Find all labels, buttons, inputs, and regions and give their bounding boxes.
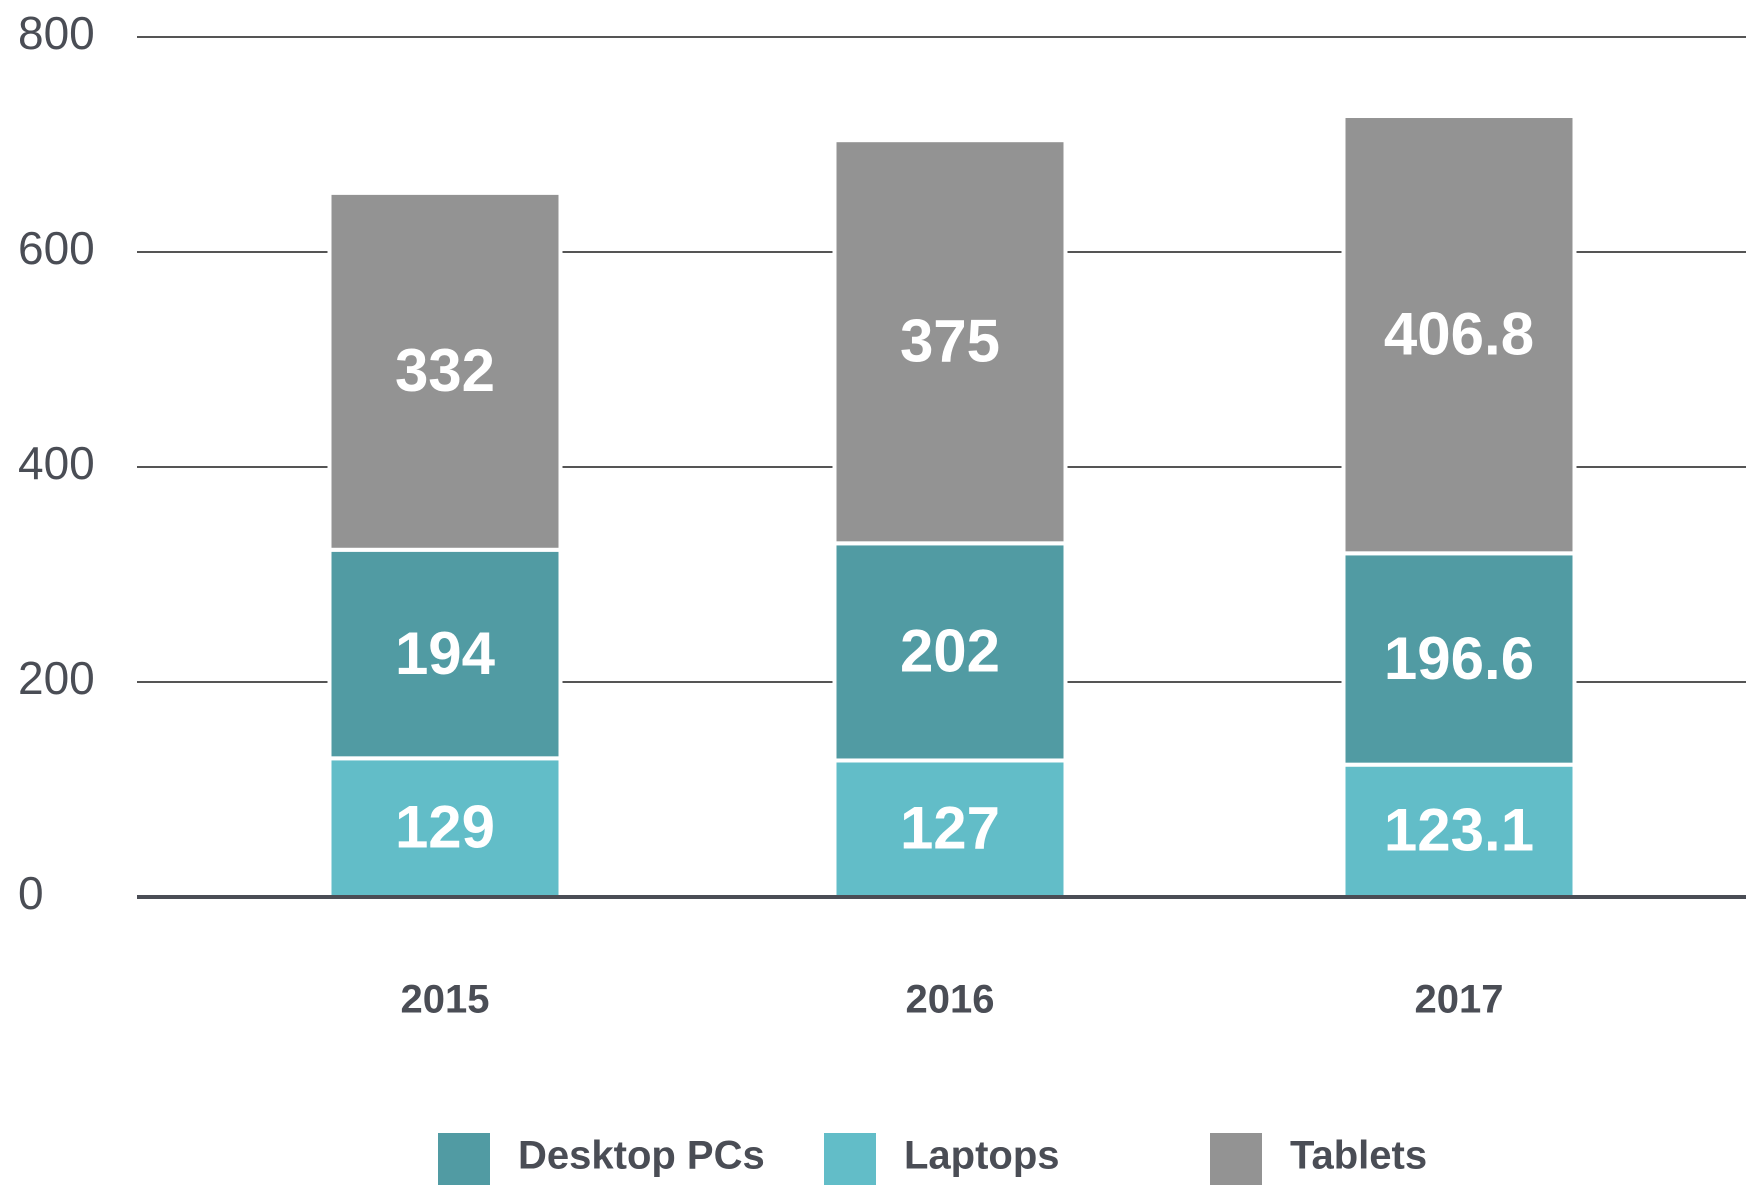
value-label: 129 (395, 794, 495, 861)
x-tick-label: 2015 (401, 978, 490, 1022)
legend-swatch (824, 1133, 876, 1185)
x-tick-label: 2016 (906, 978, 995, 1022)
bar-segment (327, 190, 563, 552)
value-label: 194 (395, 620, 496, 687)
bar-segment (327, 547, 563, 761)
value-label: 202 (900, 618, 1000, 685)
value-label: 196.6 (1384, 625, 1534, 692)
legend-label: Desktop PCs (518, 1134, 765, 1178)
y-tick-label: 0 (18, 867, 44, 919)
legend-label: Laptops (904, 1134, 1060, 1178)
x-tick-label: 2017 (1415, 978, 1504, 1022)
y-tick-label: 400 (18, 437, 95, 489)
y-tick-label: 600 (18, 222, 95, 274)
bar-segment (832, 138, 1068, 546)
y-tick-label: 800 (18, 7, 95, 59)
value-label: 375 (900, 308, 1000, 375)
legend-swatch (1210, 1133, 1262, 1185)
bar-segment (1341, 114, 1577, 556)
value-label: 406.8 (1384, 301, 1534, 368)
value-label: 123.1 (1384, 797, 1534, 864)
value-label: 127 (900, 795, 1000, 862)
value-label: 332 (395, 337, 495, 404)
bar-segment (1341, 551, 1577, 767)
bar-segment (327, 756, 563, 900)
legend-swatch (438, 1133, 490, 1185)
y-tick-label: 200 (18, 652, 95, 704)
legend-label: Tablets (1290, 1134, 1427, 1178)
